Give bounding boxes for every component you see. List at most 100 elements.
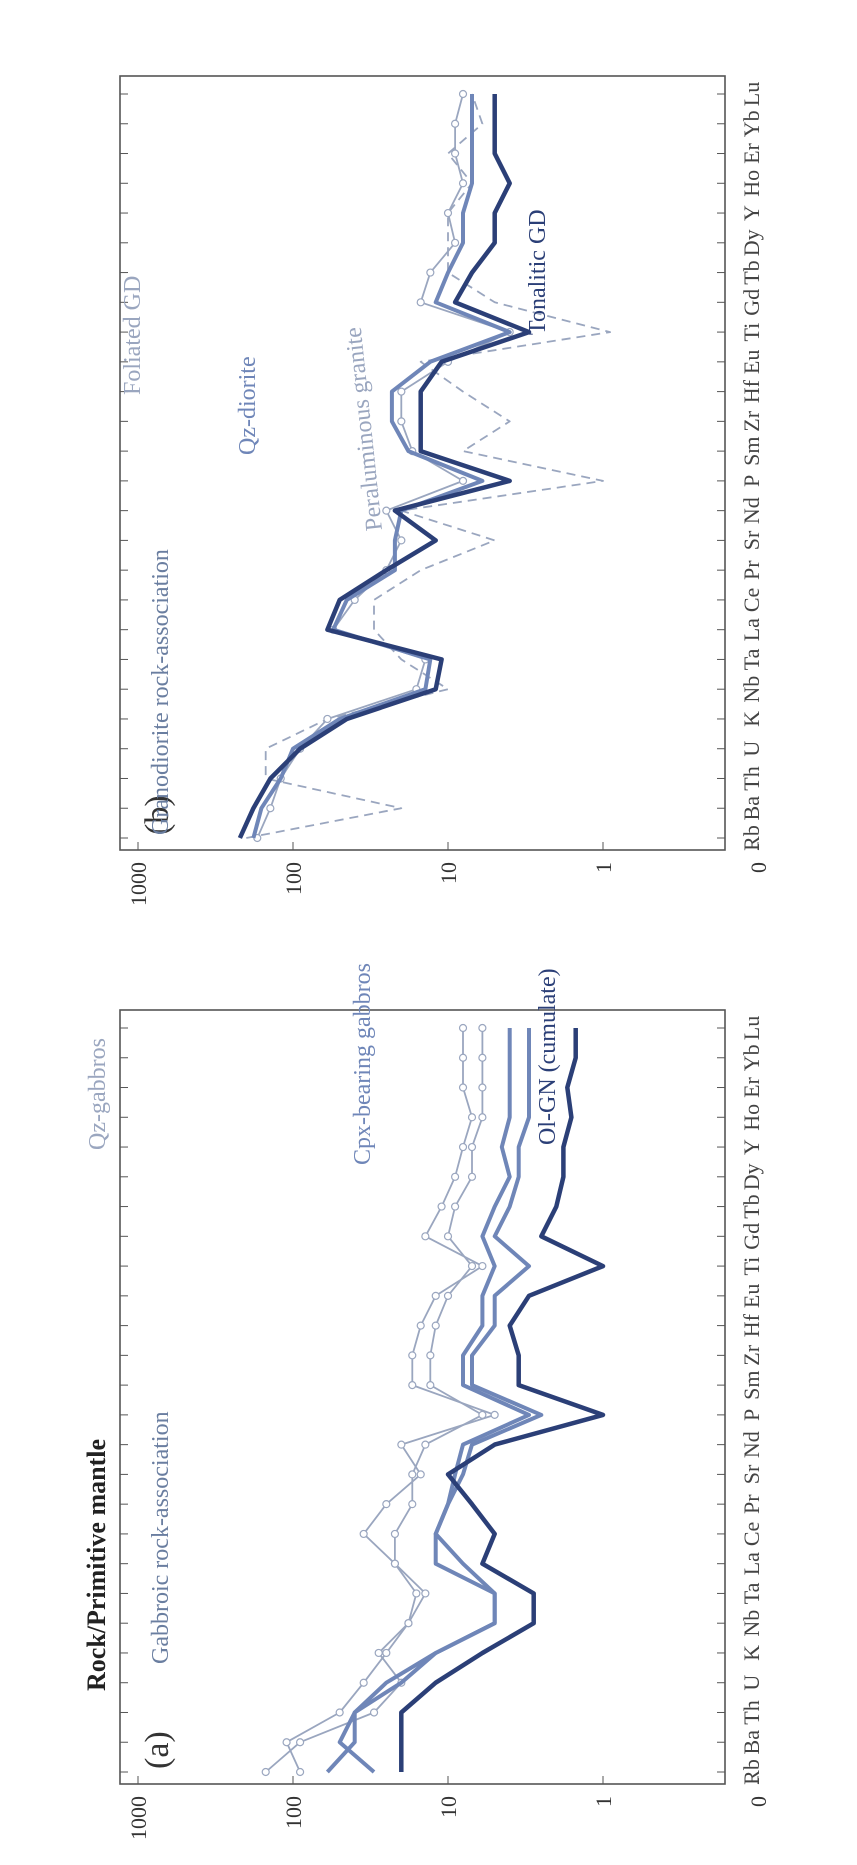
element-label-Eu: Eu [739, 1284, 764, 1308]
element-label-Zr: Zr [739, 410, 764, 431]
data-point [450, 149, 460, 158]
data-point [397, 536, 406, 545]
data-point [450, 119, 460, 128]
element-label-Sr: Sr [739, 530, 764, 550]
element-label-Lu: Lu [739, 1016, 764, 1040]
element-label-Y: Y [739, 205, 764, 221]
data-point [458, 1083, 468, 1092]
series-annotation-4: Ol-GN (cumulate) [535, 968, 561, 1145]
element-label-Dy: Dy [739, 1163, 764, 1190]
element-label-Rb: Rb [739, 825, 764, 851]
panel-b: 1000 100 10 1 0RbBaThUKNbTaLaCePrSrNdPSmZrHf… [119, 75, 771, 906]
element-label-Ce: Ce [739, 588, 764, 612]
element-label-Gd: Gd [739, 1223, 764, 1250]
element-label-Er: Er [739, 142, 764, 163]
data-point [408, 1381, 417, 1390]
data-point [450, 238, 460, 247]
element-label-Gd: Gd [739, 289, 764, 316]
element-label-Hf: Hf [739, 379, 764, 403]
data-point [426, 1381, 435, 1390]
y-tick-label: 0 [746, 1796, 771, 1807]
data-point [490, 1410, 499, 1419]
data-point [416, 1321, 425, 1330]
data-point [467, 1261, 477, 1271]
y-tick-label: 1000 [126, 862, 151, 906]
series-line-0 [265, 1028, 496, 1773]
series-annotation-2: Qz-diorite [235, 356, 261, 455]
data-point [478, 1410, 487, 1419]
y-tick-label: 10 [436, 1796, 461, 1818]
data-point [431, 1321, 440, 1330]
y-tick-label: 1000 [126, 1796, 151, 1840]
data-point [431, 1291, 440, 1300]
series-line-0 [246, 93, 611, 839]
data-point [382, 506, 391, 515]
data-point [282, 1738, 291, 1747]
data-point [478, 1053, 487, 1062]
series-annotation-0: Qz-gabbros [85, 1038, 111, 1150]
series-annotation-0: Peraluminous granite [341, 326, 388, 532]
series-annotation-1: Foliated GD [120, 276, 146, 395]
data-point [416, 298, 425, 307]
element-label-Ba: Ba [739, 1730, 764, 1755]
data-point [412, 1589, 421, 1598]
data-point [467, 1142, 477, 1152]
element-label-Y: Y [739, 1139, 764, 1155]
data-point [404, 1619, 413, 1628]
element-label-Nb: Nb [739, 1610, 764, 1637]
data-point [369, 1708, 379, 1717]
y-tick-label: 1 [591, 862, 616, 873]
element-label-Ce: Ce [739, 1522, 764, 1546]
data-point [421, 1589, 430, 1598]
data-point [467, 1113, 477, 1122]
y-tick-label: 0 [746, 862, 771, 873]
data-point [408, 1351, 417, 1360]
y-tick-label: 1 [591, 1796, 616, 1807]
data-point [408, 1500, 417, 1509]
element-label-U: U [739, 1675, 764, 1691]
element-label-Sm: Sm [739, 436, 764, 465]
element-label-Lu: Lu [739, 82, 764, 106]
data-point [458, 179, 468, 188]
element-label-Er: Er [739, 1076, 764, 1097]
element-label-Pr: Pr [739, 1494, 764, 1514]
data-point [467, 1172, 477, 1181]
data-point [458, 1142, 468, 1152]
data-point [458, 476, 468, 485]
element-label-Zr: Zr [739, 1344, 764, 1365]
element-label-Yb: Yb [739, 110, 764, 137]
data-point [478, 1113, 487, 1122]
panel-label: (a) [139, 1731, 176, 1769]
element-label-Nd: Nd [739, 497, 764, 524]
data-point [426, 268, 435, 277]
data-point [382, 1500, 391, 1509]
series-line-1 [285, 1028, 484, 1773]
data-point [450, 1202, 460, 1211]
data-point [416, 1470, 425, 1479]
panel-label: (b) [139, 795, 176, 835]
y-axis-label: Rock/Primitive mantle [82, 1439, 111, 1691]
data-point [450, 1172, 460, 1181]
data-point [295, 1738, 305, 1747]
data-point [426, 1351, 435, 1360]
series-line-3 [337, 1028, 531, 1774]
data-point [397, 1440, 406, 1449]
series-line-4 [399, 1028, 606, 1772]
data-point [390, 1529, 400, 1539]
data-point [397, 387, 406, 396]
element-label-Th: Th [739, 766, 764, 790]
element-label-Dy: Dy [739, 229, 764, 256]
element-label-Nd: Nd [739, 1431, 764, 1458]
series-annotation-3: Tonalitic GD [525, 209, 551, 335]
data-point [390, 1559, 400, 1568]
series-line-2 [251, 94, 512, 839]
element-label-U: U [739, 741, 764, 757]
data-point [458, 1053, 468, 1062]
data-point [323, 714, 332, 724]
data-point [478, 1083, 487, 1092]
element-label-Sr: Sr [739, 1464, 764, 1484]
element-label-Rb: Rb [739, 1759, 764, 1785]
element-label-Sm: Sm [739, 1370, 764, 1399]
data-point [266, 804, 275, 813]
